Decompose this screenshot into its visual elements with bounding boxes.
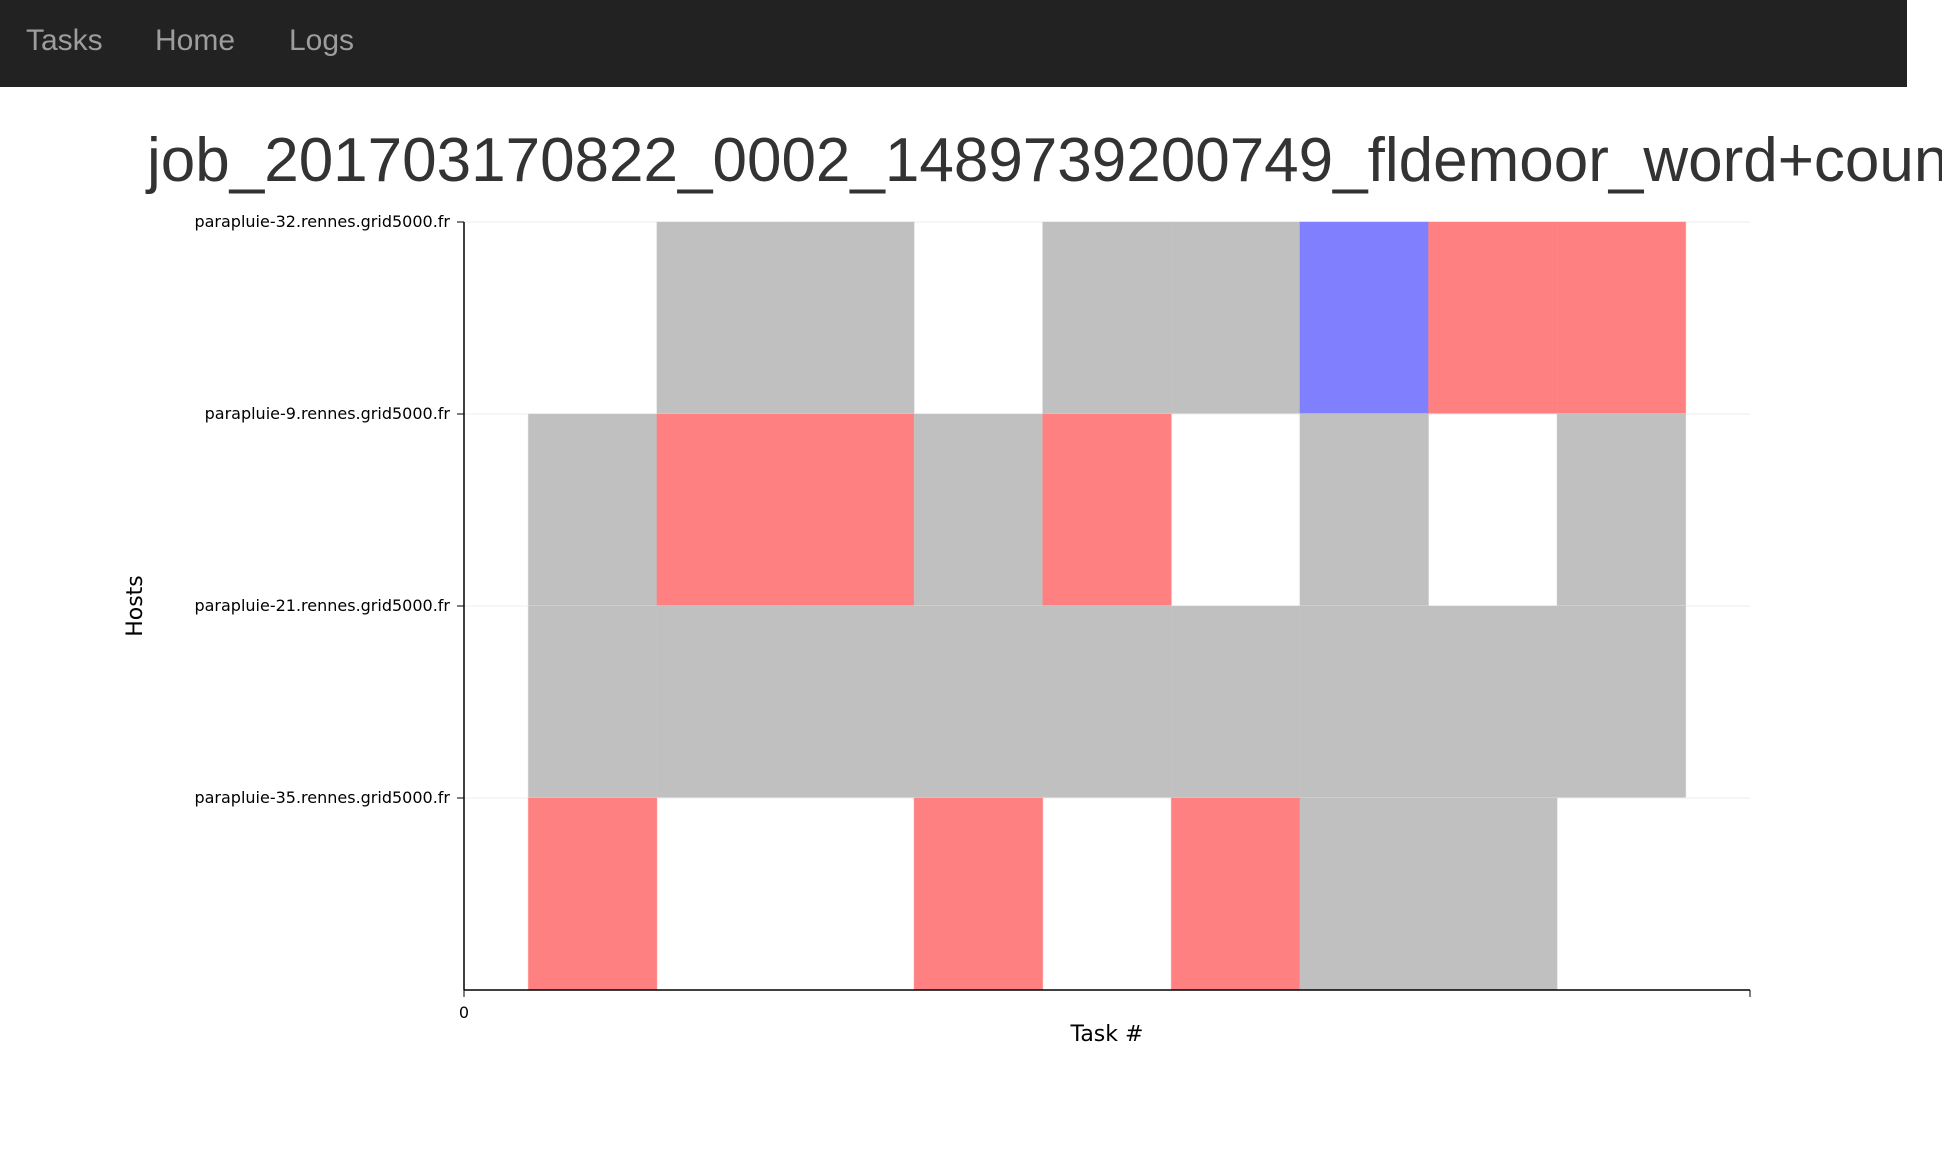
cell [1556, 221, 1687, 415]
cell [785, 221, 915, 415]
cell [656, 605, 787, 799]
cell [1299, 221, 1430, 415]
cell [1428, 221, 1558, 415]
cell [1170, 605, 1301, 799]
x-axis-label: Task # [1070, 1022, 1144, 1047]
y-tick-label: parapluie-9.rennes.grid5000.fr [205, 404, 451, 423]
cell [785, 413, 915, 607]
cell [1299, 413, 1430, 607]
cell [1556, 605, 1687, 799]
page-title: job_201703170822_0002_1489739200749_flde… [147, 126, 1942, 195]
cell [913, 797, 1044, 991]
nav-link[interactable]: Home [155, 24, 236, 57]
navbar: Tasks Home Logs [0, 0, 1907, 87]
cell [785, 605, 915, 799]
cell [1428, 605, 1558, 799]
y-axis-label: Hosts [123, 575, 148, 637]
y-tick-label: parapluie-21.rennes.grid5000.fr [194, 596, 450, 615]
cell [1170, 797, 1301, 991]
x-tick-label: 0 [459, 1003, 469, 1022]
cell [1299, 797, 1430, 991]
cell [913, 413, 1044, 607]
y-tick-label: parapluie-35.rennes.grid5000.fr [194, 788, 450, 807]
cell [527, 605, 658, 799]
cell [656, 413, 787, 607]
nav-link[interactable]: Logs [289, 24, 355, 57]
cell [1042, 413, 1172, 607]
nav-link[interactable]: Tasks [26, 24, 103, 57]
cell [1170, 221, 1301, 415]
cell [913, 605, 1044, 799]
cell [1299, 605, 1430, 799]
cell [527, 413, 658, 607]
y-tick-label: parapluie-32.rennes.grid5000.fr [194, 212, 450, 231]
cell [1556, 413, 1687, 607]
cell [1042, 221, 1172, 415]
cell [1428, 797, 1558, 991]
cell [527, 797, 658, 991]
cell [656, 221, 787, 415]
cell [1042, 605, 1172, 799]
